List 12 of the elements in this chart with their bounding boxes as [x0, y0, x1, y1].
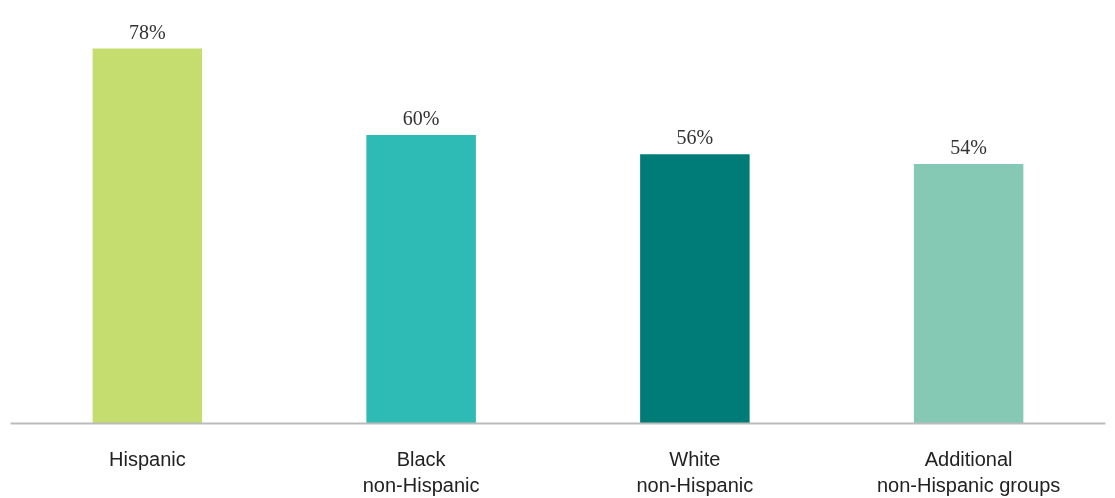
x-tick-label: Hispanic	[109, 447, 186, 470]
bar	[92, 48, 203, 424]
x-tick-label: White non-Hispanic	[636, 447, 754, 496]
data-label: 54%	[950, 135, 987, 158]
bar	[913, 163, 1024, 424]
data-label: 60%	[402, 107, 440, 130]
data-label: 78%	[129, 20, 166, 43]
data-label: 56%	[676, 126, 714, 149]
bar	[640, 154, 750, 424]
bar	[366, 135, 476, 424]
x-tick-label: Black non-Hispanic	[362, 447, 480, 496]
x-tick-label: Additional non-Hispanic groups	[876, 447, 1061, 496]
